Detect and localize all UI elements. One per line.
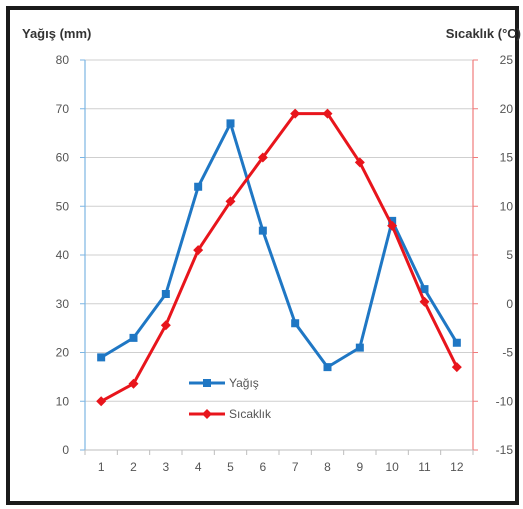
right-tick-label: 15 [500, 151, 514, 165]
precipitation-point [258, 226, 267, 235]
legend-temperature-marker [202, 409, 212, 419]
precipitation-point [452, 338, 461, 347]
temperature-point [419, 296, 430, 307]
legend-precipitation-marker [203, 379, 211, 387]
left-tick-label: 30 [56, 297, 70, 311]
x-tick-label: 9 [356, 460, 363, 474]
left-axis-title: Yağış (mm) [22, 26, 92, 41]
right-tick-label: -5 [502, 346, 513, 360]
temperature-point [257, 152, 268, 163]
precipitation-point [97, 353, 106, 362]
precipitation-point [194, 182, 203, 191]
x-tick-labels: 1 2 3 4 5 6 7 8 9 10 11 12 [98, 460, 464, 474]
x-tick-label: 2 [130, 460, 137, 474]
legend: Yağış Sıcaklık [189, 376, 272, 421]
left-tick-label: 50 [56, 199, 70, 213]
precipitation-point [129, 333, 138, 342]
left-tick-labels: 0 10 20 30 40 50 60 70 80 [56, 53, 70, 457]
precipitation-point [291, 319, 300, 328]
temperature-point [193, 245, 204, 256]
right-tick-label: 10 [500, 199, 514, 213]
temperature-point [387, 220, 398, 231]
x-tick-label: 1 [98, 460, 105, 474]
axes [80, 59, 478, 455]
right-tick-labels: -15 -10 -5 0 5 10 15 20 25 [496, 53, 514, 457]
x-tick-label: 10 [385, 460, 399, 474]
right-tick-label: -10 [496, 394, 514, 408]
left-tick-label: 40 [56, 248, 70, 262]
precipitation-point [355, 343, 364, 352]
temperature-point [354, 157, 365, 168]
right-axis-title: Sıcaklık (°C) [445, 26, 521, 41]
x-tick-label: 4 [195, 460, 202, 474]
temperature-point [160, 320, 171, 331]
right-tick-label: 0 [506, 297, 513, 311]
temperature-line [100, 112, 459, 403]
precipitation-point [323, 363, 332, 372]
x-tick-label: 7 [292, 460, 299, 474]
temperature-point [225, 196, 236, 207]
precipitation-point [420, 285, 429, 294]
precipitation-point [226, 119, 235, 128]
x-tick-label: 3 [162, 460, 169, 474]
left-tick-label: 70 [56, 102, 70, 116]
right-tick-label: 25 [500, 53, 514, 67]
x-tick-label: 6 [259, 460, 266, 474]
right-tick-label: 5 [506, 248, 513, 262]
left-tick-label: 0 [62, 443, 69, 457]
left-tick-label: 10 [56, 394, 70, 408]
temperature-point [322, 108, 333, 119]
left-tick-label: 60 [56, 151, 70, 165]
precipitation-point [161, 290, 170, 298]
temperature-point [290, 108, 301, 119]
legend-temperature-label: Sıcaklık [229, 407, 272, 421]
x-tick-label: 8 [324, 460, 331, 474]
x-tick-label: 5 [227, 460, 234, 474]
left-tick-label: 20 [56, 346, 70, 360]
precipitation-line [100, 121, 459, 369]
temperature-point [128, 378, 139, 389]
x-tick-label: 11 [418, 460, 431, 474]
temperature-point [96, 396, 107, 407]
right-tick-label: -15 [496, 443, 514, 457]
gridlines [85, 59, 473, 402]
left-tick-label: 80 [56, 53, 70, 67]
temperature-point [451, 362, 462, 373]
legend-precipitation-label: Yağış [229, 376, 259, 390]
x-tick-label: 12 [450, 460, 464, 474]
series-group [96, 108, 462, 407]
right-tick-label: 20 [500, 102, 514, 116]
